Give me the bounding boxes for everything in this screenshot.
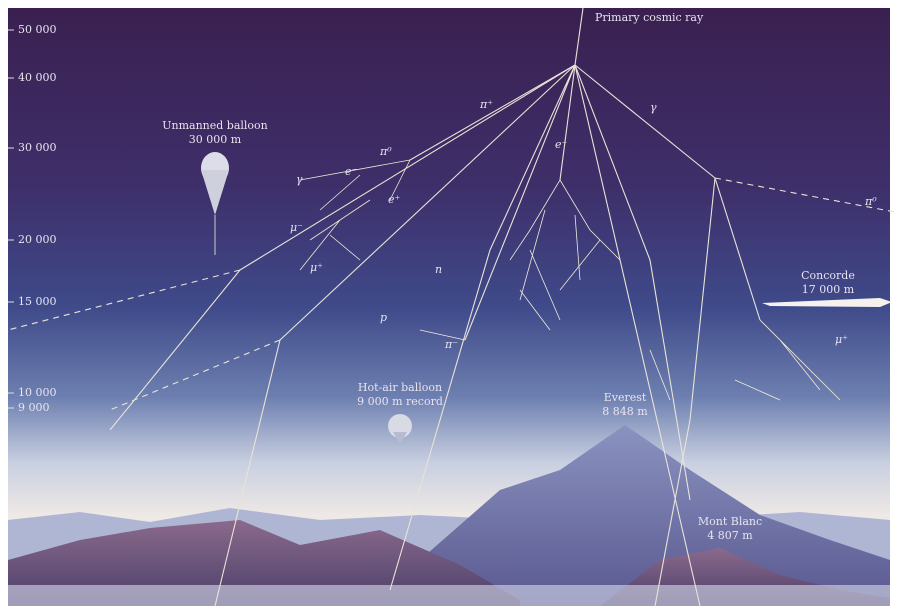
object-altitude: 4 807 m (707, 529, 753, 542)
clouds (8, 585, 890, 606)
object-label: Mont Blanc (698, 515, 762, 528)
illustration: Primary cosmic ray Unmanned balloon 30 0… (0, 0, 898, 613)
altitude-label: 30 000 (18, 141, 57, 154)
object-altitude: 8 848 m (602, 405, 648, 418)
particle-label: π⁺ (479, 98, 493, 111)
altitude-label: 15 000 (18, 295, 57, 308)
object-altitude: 9 000 m record (357, 395, 443, 408)
object-label: Hot-air balloon (358, 381, 442, 394)
object-label: Concorde (801, 269, 855, 282)
particle-label: π⁻ (444, 338, 458, 351)
particle-label: γ (296, 173, 303, 186)
particle-label: π⁰ (379, 145, 392, 158)
particle-label: μ⁻ (290, 221, 303, 234)
primary-label: Primary cosmic ray (595, 11, 704, 24)
particle-label: e⁻ (345, 165, 358, 178)
particle-label: p (380, 311, 387, 324)
altitude-label: 40 000 (18, 71, 57, 84)
particle-label: μ⁺ (310, 261, 323, 274)
object-altitude: 17 000 m (802, 283, 855, 296)
particle-label: π⁰ (864, 195, 877, 208)
object-altitude: 30 000 m (189, 133, 242, 146)
altitude-label: 9 000 (18, 401, 50, 414)
page: Primary cosmic ray Unmanned balloon 30 0… (0, 0, 898, 613)
altitude-label: 10 000 (18, 386, 57, 399)
particle-label: e⁺ (388, 193, 401, 206)
object-label: Unmanned balloon (162, 119, 268, 132)
particle-label: γ (650, 101, 657, 114)
altitude-label: 20 000 (18, 233, 57, 246)
altitude-label: 50 000 (18, 23, 57, 36)
particle-label: n (435, 263, 442, 276)
object-label: Everest (604, 391, 647, 404)
particle-label: μ⁺ (835, 333, 848, 346)
particle-label: e⁻ (555, 138, 568, 151)
